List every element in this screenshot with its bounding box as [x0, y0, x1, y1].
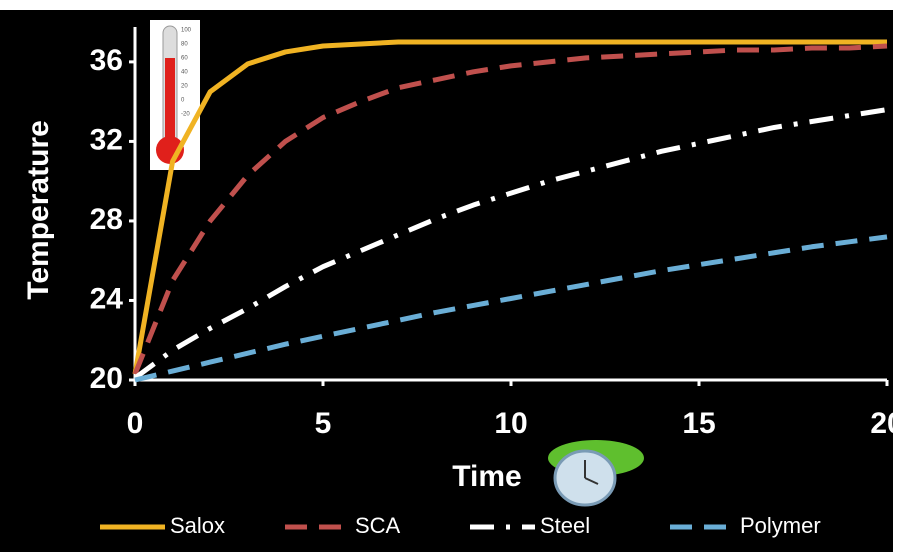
y-tick-label: 32: [90, 123, 123, 156]
x-tick-label: 5: [315, 407, 332, 440]
thermometer-mercury: [165, 58, 175, 148]
x-tick-label: 20: [870, 407, 901, 440]
x-axis-title: Time: [452, 460, 521, 493]
x-tick-label: 15: [682, 407, 715, 440]
thermometer-label: 60: [181, 56, 188, 62]
x-tick-label: 0: [127, 407, 144, 440]
x-tick-label: 10: [494, 407, 527, 440]
thermometer-icon: [150, 20, 200, 170]
y-tick-label: 36: [90, 44, 123, 77]
thermometer-label: 80: [181, 42, 188, 48]
legend-label: Steel: [540, 513, 590, 538]
chart: Time Temperature 100806040200-2020242832…: [0, 0, 901, 552]
y-axis-title: Temperature: [22, 120, 55, 300]
thermometer-label: 20: [181, 84, 188, 90]
legend-label: Polymer: [740, 513, 821, 538]
thermometer-label: -20: [181, 112, 190, 118]
y-tick-label: 24: [90, 282, 124, 315]
legend-label: Salox: [170, 513, 225, 538]
thermometer-label: 40: [181, 70, 188, 76]
y-tick-label: 28: [90, 203, 123, 236]
y-tick-label: 20: [90, 362, 123, 395]
thermometer-label: 100: [181, 28, 192, 34]
legend-label: SCA: [355, 513, 401, 538]
